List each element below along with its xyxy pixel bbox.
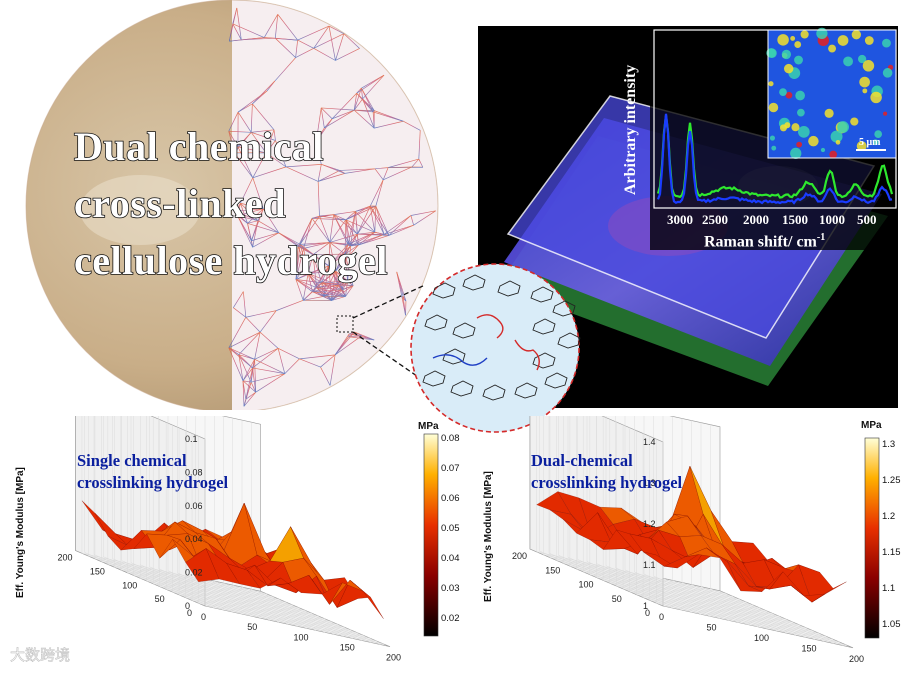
colorbar-tick: 1.15 — [882, 547, 901, 558]
ytick: 50 — [155, 594, 165, 604]
ztick: 0.06 — [185, 501, 203, 511]
label-single-line2: crosslinking hydrogel — [77, 473, 229, 493]
colorbar-tick: 1.25 — [882, 475, 901, 486]
xtick: 150 — [340, 643, 355, 653]
title-line-3: cellulose hydrogel — [73, 238, 388, 283]
xtick: 100 — [294, 632, 309, 642]
crosslink-blue — [432, 354, 488, 366]
ytick: 100 — [579, 580, 594, 590]
colorbar-tick: 1.1 — [882, 583, 895, 594]
watermark: 大数跨境 — [10, 646, 71, 665]
raman-imaging-panel: 5 μm 3000 2500 2000 1500 1000 500 — [478, 26, 898, 408]
xtick: 50 — [707, 622, 717, 632]
xtick: 200 — [386, 653, 401, 663]
raman-xtick: 2000 — [743, 212, 769, 227]
xtick: 0 — [659, 612, 664, 622]
raman-xticks: 3000 2500 2000 1500 1000 500 — [667, 212, 877, 227]
xtick: 150 — [802, 643, 817, 653]
spectrum-green-line — [656, 115, 894, 199]
ztick: 1.1 — [643, 560, 656, 570]
colorbar-tick: 0.08 — [441, 433, 460, 444]
spectrum-blue-line — [656, 113, 893, 205]
raman-xtick: 3000 — [667, 212, 693, 227]
colorbar-dual — [864, 437, 880, 639]
raman-ylabel: Arbitrary intensity — [622, 65, 642, 195]
ytick: 150 — [545, 565, 560, 575]
raman-xlabel-sup: -1 — [816, 232, 826, 243]
crosslink-red — [476, 314, 504, 339]
label-dual: Dual-chemical crosslinking hydrogel — [531, 450, 682, 495]
ztick: 0 — [185, 601, 190, 611]
surface-patch — [811, 581, 847, 603]
ztick: 0.08 — [185, 467, 203, 477]
ztick: 1.3 — [643, 478, 656, 488]
ztick: 0.02 — [185, 568, 203, 578]
label-single-line1: Single chemical — [77, 451, 187, 470]
xtick: 100 — [754, 633, 769, 643]
colorbar-single — [423, 433, 439, 637]
raman-xtick: 1500 — [782, 212, 808, 227]
colorbar-tick: 1.05 — [882, 619, 901, 630]
zlabel-single: Eff. Young's Modulus [MPa] — [15, 467, 26, 598]
surface-patch — [329, 579, 364, 605]
ytick: 150 — [90, 566, 105, 576]
colorbar-tick: 1.2 — [882, 511, 895, 522]
raman-xtick: 2500 — [702, 212, 728, 227]
zlabel-dual: Eff. Young's Modulus [MPa] — [483, 471, 494, 602]
raman-xlabel-text: Raman shift/ cm — [704, 233, 817, 251]
colorbar-tick: 0.03 — [441, 583, 460, 594]
ytick: 50 — [612, 594, 622, 604]
colorbar-tick: 1.3 — [882, 439, 895, 450]
polymer-network-mesh — [228, 7, 436, 407]
ztick: 1.4 — [643, 437, 656, 447]
colorbar-unit-dual: MPa — [861, 420, 882, 431]
title-line-2: cross-linked — [73, 181, 286, 226]
colorbar-tick: 0.04 — [441, 553, 460, 564]
xtick: 50 — [247, 622, 257, 632]
colorbar-tick: 0.05 — [441, 523, 460, 534]
ztick: 1.2 — [643, 519, 656, 529]
scale-bar-label: 5 μm — [859, 137, 881, 148]
label-dual-line2: crosslinking hydrogel — [531, 473, 683, 493]
raman-xlabel: Raman shift/ cm-1 — [704, 232, 825, 251]
ytick: 200 — [512, 551, 527, 561]
colorbar-tick: 0.06 — [441, 493, 460, 504]
raman-xtick: 500 — [857, 212, 877, 227]
colorbar-tick: 0.07 — [441, 463, 460, 474]
hydrogel-illustration — [25, 0, 439, 410]
surface-plot-dual: 1.4 1.3 1.2 1.1 1 200 150 100 50 0 0 50 100 150 200 Ef… — [483, 416, 901, 664]
ztick: 1 — [643, 601, 648, 611]
ztick: 0.04 — [185, 534, 203, 544]
surface-patch — [349, 580, 384, 619]
ytick: 0 — [645, 608, 650, 618]
ztick: 0.1 — [185, 434, 198, 444]
ytick: 100 — [122, 580, 137, 590]
label-dual-line1: Dual-chemical — [531, 451, 633, 470]
colorbar-tick: 0.02 — [441, 613, 460, 624]
title-line-1: Dual chemical — [73, 124, 324, 169]
cellulose-structure-inset — [410, 263, 581, 433]
raman-xtick: 1000 — [819, 212, 845, 227]
ytick: 0 — [187, 608, 192, 618]
xtick: 0 — [201, 612, 206, 622]
xtick: 200 — [849, 654, 864, 664]
zoom-box — [336, 315, 354, 333]
colorbar-unit-single: MPa — [418, 421, 439, 432]
ytick: 200 — [58, 553, 73, 563]
label-single: Single chemical crosslinking hydrogel — [77, 450, 228, 495]
